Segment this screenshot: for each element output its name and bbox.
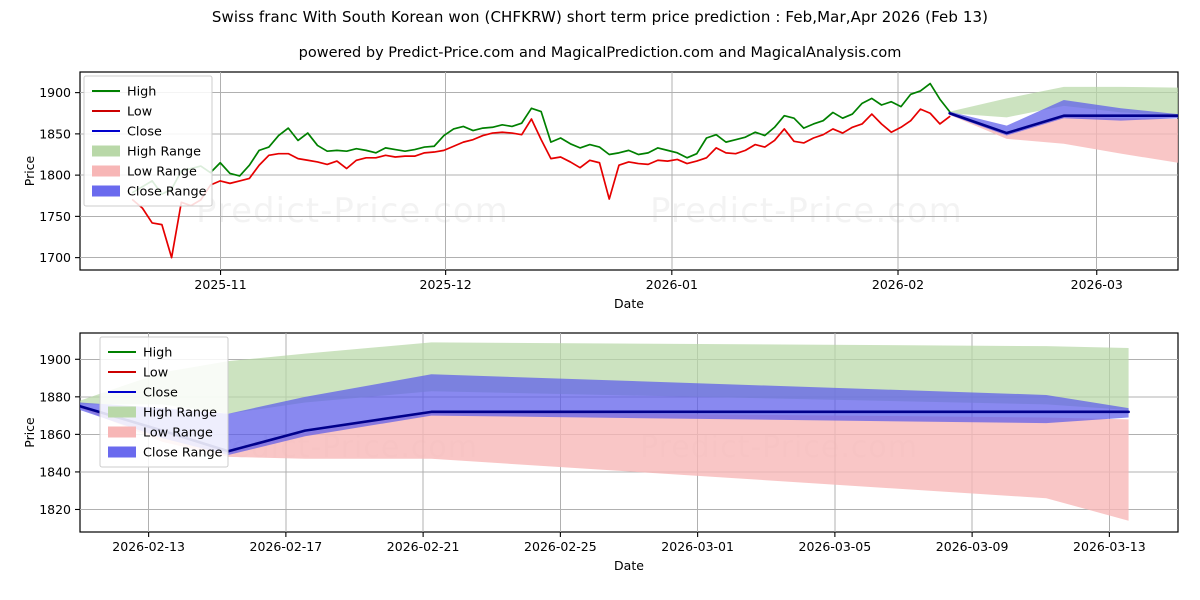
x-axis-label: Date (614, 558, 644, 573)
y-axis-label: Price (22, 155, 37, 186)
legend-label: Close (127, 124, 162, 139)
band-low-range (80, 406, 1129, 521)
legend-band-swatch (108, 446, 136, 458)
chart-legend: High Low Close High Range Low Range Close Ran… (99, 336, 229, 468)
legend-label: Close Range (127, 184, 207, 199)
page-title: Swiss franc With South Korean won (CHFKR… (211, 8, 989, 26)
x-tick-label: 2026-02-17 (250, 539, 323, 554)
bottom-chart-panel: Predict-Price.comPredict-Price.com182018… (0, 325, 1200, 593)
legend-item-high-range[interactable]: High Range (108, 405, 217, 420)
legend-band-swatch (108, 426, 136, 438)
watermark: Predict-Price.com (196, 191, 509, 231)
legend-label: Low Range (127, 164, 197, 179)
legend-item-close[interactable]: Close (108, 385, 178, 400)
legend-item-high[interactable]: High (92, 84, 156, 99)
legend-label: High (143, 345, 172, 360)
top-chart-svg: Predict-Price.comPredict-Price.comPredic… (22, 71, 1179, 371)
x-tick-label: 2026-02-25 (524, 539, 597, 554)
legend-label: Low (127, 104, 152, 119)
legend-item-high-range[interactable]: High Range (92, 144, 201, 159)
legend-label: Close (143, 385, 178, 400)
legend-band-swatch (92, 145, 120, 157)
legend-item-close-range[interactable]: Close Range (92, 184, 207, 199)
x-tick-label: 2026-01 (646, 277, 698, 292)
y-tick-label: 1840 (39, 464, 71, 479)
y-tick-label: 1900 (39, 85, 71, 100)
x-tick-label: 2025-11 (194, 277, 246, 292)
bottom-chart-svg: Predict-Price.comPredict-Price.com182018… (22, 332, 1179, 573)
page-subtitle: powered by Predict-Price.com and Magical… (298, 45, 902, 61)
legend-label: High (127, 84, 156, 99)
legend-label: Low Range (143, 425, 213, 440)
legend-item-low-range[interactable]: Low Range (92, 164, 197, 179)
series-close (948, 111, 1178, 135)
y-tick-label: 1880 (39, 389, 71, 404)
legend-item-high[interactable]: High (108, 345, 172, 360)
y-tick-label: 1860 (39, 427, 71, 442)
legend-band-swatch (108, 406, 136, 418)
legend-item-close-range[interactable]: Close Range (108, 445, 223, 460)
legend-item-low-range[interactable]: Low Range (108, 425, 213, 440)
x-tick-label: 2026-03-13 (1073, 539, 1146, 554)
y-axis-label: Price (22, 417, 37, 448)
x-tick-label: 2026-02-21 (387, 539, 460, 554)
legend-item-close[interactable]: Close (92, 124, 162, 139)
x-tick-label: 2026-03 (1071, 277, 1123, 292)
legend-label: Low (143, 365, 168, 380)
y-tick-label: 1820 (39, 502, 71, 517)
x-tick-label: 2026-02 (872, 277, 924, 292)
legend-band-swatch (92, 185, 120, 197)
y-tick-label: 1700 (39, 250, 71, 265)
x-tick-label: 2026-03-05 (799, 539, 872, 554)
legend-item-low[interactable]: Low (108, 365, 168, 380)
y-tick-label: 1750 (39, 209, 71, 224)
watermark: Predict-Price.com (650, 191, 963, 231)
legend-label: High Range (143, 405, 217, 420)
x-tick-label: 2025-12 (420, 277, 472, 292)
x-tick-label: 2026-02-13 (112, 539, 185, 554)
band-close-range (949, 100, 1178, 136)
x-tick-label: 2026-03-01 (661, 539, 734, 554)
legend-item-low[interactable]: Low (92, 104, 152, 119)
band-low-range (949, 113, 1178, 163)
legend-label: High Range (127, 144, 201, 159)
y-tick-label: 1800 (39, 168, 71, 183)
legend-label: Close Range (143, 445, 223, 460)
y-tick-label: 1900 (39, 352, 71, 367)
x-axis-label: Date (614, 296, 644, 311)
x-tick-label: 2026-03-09 (936, 539, 1009, 554)
y-tick-label: 1850 (39, 126, 71, 141)
chart-legend: High Low Close High Range Low Range Close Ran… (83, 75, 213, 207)
band-close-range (80, 374, 1129, 456)
series-high (131, 82, 951, 195)
legend-band-swatch (92, 165, 120, 177)
top-chart-panel: Predict-Price.comPredict-Price.comPredic… (0, 62, 1200, 371)
series-low (131, 108, 951, 259)
